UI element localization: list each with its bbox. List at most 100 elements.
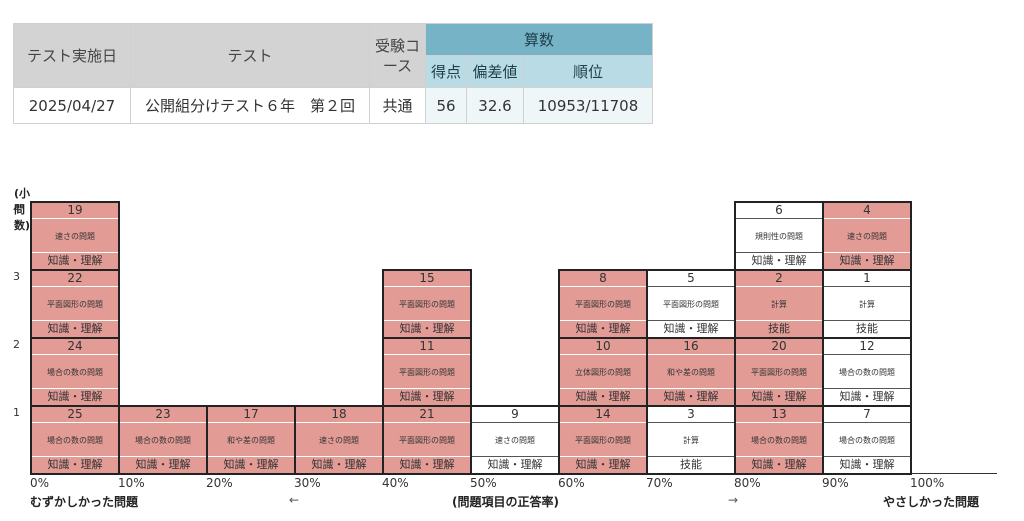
header-test-name: テスト	[130, 23, 370, 88]
question-category: 知識・理解	[47, 254, 103, 267]
question-topic: 平面図形の問題	[384, 354, 470, 389]
question-cell: 5 平面図形の問題 知識・理解	[646, 269, 736, 339]
question-number: 7	[863, 407, 871, 421]
question-category: 知識・理解	[839, 458, 895, 471]
question-topic: 平面図形の問題	[32, 286, 118, 321]
question-topic: 平面図形の問題	[560, 422, 646, 457]
question-cell: 14 平面図形の問題 知識・理解	[558, 405, 648, 475]
question-category: 知識・理解	[135, 458, 191, 471]
question-topic: 立体図形の問題	[560, 354, 646, 389]
question-cell: 12 場合の数の問題 知識・理解	[822, 337, 912, 407]
x-tick-label: 20%	[206, 476, 233, 490]
question-cell: 13 場合の数の問題 知識・理解	[734, 405, 824, 475]
value-course: 共通	[369, 87, 426, 124]
question-category: 知識・理解	[311, 458, 367, 471]
x-tick-label: 30%	[294, 476, 321, 490]
x-tick-label: 50%	[470, 476, 497, 490]
question-number: 13	[771, 407, 787, 421]
question-number: 1	[863, 271, 871, 285]
question-topic: 場合の数の問題	[32, 422, 118, 457]
value-test-date: 2025/04/27	[13, 87, 131, 124]
question-category: 知識・理解	[575, 322, 631, 335]
score-table: テスト実施日 テスト 受験コース 算数 得点 偏差値 順位 2025/04/27…	[13, 23, 653, 124]
question-number: 16	[683, 339, 699, 353]
question-number: 15	[419, 271, 435, 285]
value-deviation: 32.6	[466, 87, 524, 124]
question-cell: 10 立体図形の問題 知識・理解	[558, 337, 648, 407]
question-cell: 8 平面図形の問題 知識・理解	[558, 269, 648, 339]
question-category: 知識・理解	[751, 390, 807, 403]
question-cell: 7 場合の数の問題 知識・理解	[822, 405, 912, 475]
question-topic: 規則性の問題	[736, 218, 822, 253]
question-cell: 6 規則性の問題 知識・理解	[734, 201, 824, 271]
x-tick-label: 100%	[910, 476, 945, 490]
question-topic: 和や差の問題	[648, 354, 734, 389]
x-tick-label: 90%	[822, 476, 849, 490]
question-cell: 21 平面図形の問題 知識・理解	[382, 405, 472, 475]
question-topic: 平面図形の問題	[736, 354, 822, 389]
question-number: 19	[67, 203, 83, 217]
question-category: 知識・理解	[751, 254, 807, 267]
question-cell: 20 平面図形の問題 知識・理解	[734, 337, 824, 407]
question-cell: 2 計算 技能	[734, 269, 824, 339]
question-topic: 場合の数の問題	[736, 422, 822, 457]
x-tick-label: 80%	[734, 476, 761, 490]
difficult-label: むずかしかった問題	[30, 495, 139, 509]
question-category: 知識・理解	[47, 390, 103, 403]
question-category: 知識・理解	[223, 458, 279, 471]
question-cell: 23 場合の数の問題 知識・理解	[118, 405, 208, 475]
question-cell: 22 平面図形の問題 知識・理解	[30, 269, 120, 339]
easy-label: やさしかった問題	[883, 495, 980, 509]
question-topic: 速さの問題	[824, 218, 910, 253]
question-number: 21	[419, 407, 435, 421]
question-cell: 17 和や差の問題 知識・理解	[206, 405, 296, 475]
question-topic: 場合の数の問題	[824, 422, 910, 457]
question-number: 8	[599, 271, 607, 285]
question-number: 6	[775, 203, 783, 217]
question-category: 知識・理解	[663, 390, 719, 403]
question-number: 22	[67, 271, 83, 285]
question-topic: 場合の数の問題	[32, 354, 118, 389]
question-category: 技能	[768, 322, 790, 335]
question-number: 3	[687, 407, 695, 421]
x-tick-label: 70%	[646, 476, 673, 490]
y-axis-label: (小問数)	[14, 187, 31, 232]
value-rank: 10953/11708	[523, 87, 653, 124]
question-number: 10	[595, 339, 611, 353]
question-category: 知識・理解	[487, 458, 543, 471]
question-number: 12	[859, 339, 875, 353]
question-number: 14	[595, 407, 611, 421]
question-number: 17	[243, 407, 259, 421]
x-tick-label: 60%	[558, 476, 585, 490]
question-topic: 場合の数の問題	[824, 354, 910, 389]
question-category: 知識・理解	[575, 390, 631, 403]
x-axis-label: (問題項目の正答率)	[452, 495, 559, 509]
question-number: 24	[67, 339, 83, 353]
question-cell: 19 速さの問題 知識・理解	[30, 201, 120, 271]
question-category: 知識・理解	[575, 458, 631, 471]
question-topic: 平面図形の問題	[560, 286, 646, 321]
question-topic: 計算	[736, 286, 822, 321]
x-tick-label: 10%	[118, 476, 145, 490]
question-category: 知識・理解	[751, 458, 807, 471]
question-category: 知識・理解	[839, 390, 895, 403]
question-category: 知識・理解	[839, 254, 895, 267]
question-topic: 速さの問題	[296, 422, 382, 457]
question-number: 23	[155, 407, 171, 421]
question-topic: 平面図形の問題	[384, 422, 470, 457]
value-test-name: 公開組分けテスト６年 第２回	[130, 87, 370, 124]
x-tick-label: 40%	[382, 476, 409, 490]
header-rank: 順位	[523, 55, 653, 88]
question-category: 知識・理解	[399, 322, 455, 335]
question-category: 技能	[856, 322, 878, 335]
question-cell: 3 計算 技能	[646, 405, 736, 475]
question-topic: 平面図形の問題	[384, 286, 470, 321]
question-topic: 計算	[824, 286, 910, 321]
header-score: 得点	[425, 55, 467, 88]
question-category: 技能	[680, 458, 702, 471]
question-topic: 速さの問題	[472, 422, 558, 457]
question-number: 25	[67, 407, 83, 421]
y-tick-1: 1	[13, 406, 20, 419]
question-cell: 25 場合の数の問題 知識・理解	[30, 405, 120, 475]
question-number: 2	[775, 271, 783, 285]
